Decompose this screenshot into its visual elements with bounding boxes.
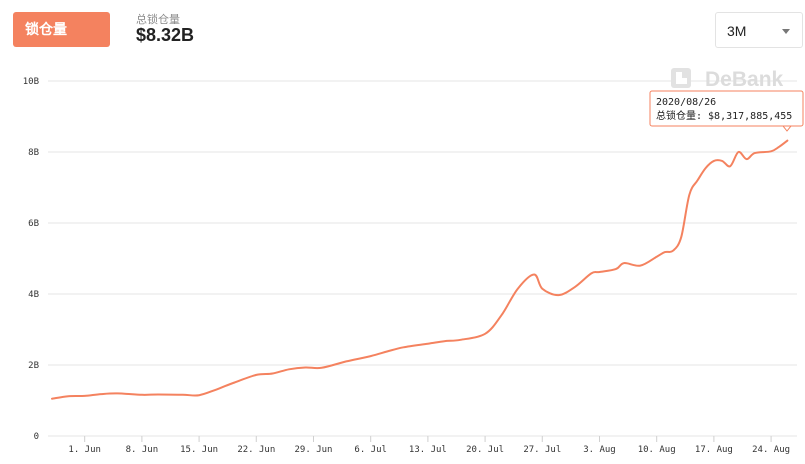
grid-lines bbox=[48, 80, 797, 437]
x-tick-label: 17. Aug bbox=[695, 445, 733, 455]
x-tick-label: 22. Jun bbox=[237, 445, 275, 455]
x-axis-ticks: 1. Jun 8. Jun 15. Jun 22. Jun 29. Jun 6. Jul 1… bbox=[68, 436, 790, 455]
x-tick-label: 15. Jun bbox=[180, 445, 218, 455]
tvl-series-line bbox=[51, 139, 789, 400]
x-tick-label: 20. Jul bbox=[466, 445, 504, 455]
time-range-value: 3M bbox=[727, 23, 747, 39]
y-tick-label: 10B bbox=[23, 77, 39, 87]
x-tick-label: 29. Jun bbox=[295, 445, 333, 455]
y-axis-ticks: 0 2B 4B 6B 8B 10B bbox=[23, 77, 39, 442]
x-tick-label: 3. Aug bbox=[583, 445, 616, 455]
chevron-down-icon bbox=[782, 29, 790, 34]
y-tick-label: 6B bbox=[28, 219, 39, 229]
y-tick-label: 2B bbox=[28, 361, 39, 371]
debank-logo-icon bbox=[671, 68, 691, 88]
y-tick-label: 4B bbox=[28, 290, 39, 300]
time-range-select[interactable]: 3M bbox=[715, 12, 803, 48]
x-tick-label: 13. Jul bbox=[409, 445, 447, 455]
x-tick-label: 6. Jul bbox=[354, 445, 387, 455]
y-tick-label: 8B bbox=[28, 148, 39, 158]
debank-watermark: DeBank bbox=[671, 68, 784, 91]
tvl-tab-button[interactable]: 锁仓量 bbox=[13, 12, 110, 47]
x-tick-label: 27. Jul bbox=[523, 445, 561, 455]
x-tick-label: 10. Aug bbox=[638, 445, 676, 455]
x-tick-label: 24. Aug bbox=[752, 445, 790, 455]
x-tick-label: 1. Jun bbox=[68, 445, 101, 455]
tooltip-date: 2020/08/26 bbox=[656, 97, 716, 108]
tooltip-value: 总锁仓量: $8,317,885,455 bbox=[656, 109, 792, 122]
total-tvl-label: 总锁仓量 bbox=[136, 14, 180, 26]
watermark-text: DeBank bbox=[705, 68, 784, 91]
tooltip: 2020/08/26 总锁仓量: $8,317,885,455 bbox=[649, 90, 804, 132]
x-tick-label: 8. Jun bbox=[126, 445, 159, 455]
y-tick-label: 0 bbox=[34, 432, 39, 442]
total-tvl-value: $8.32B bbox=[136, 25, 195, 45]
